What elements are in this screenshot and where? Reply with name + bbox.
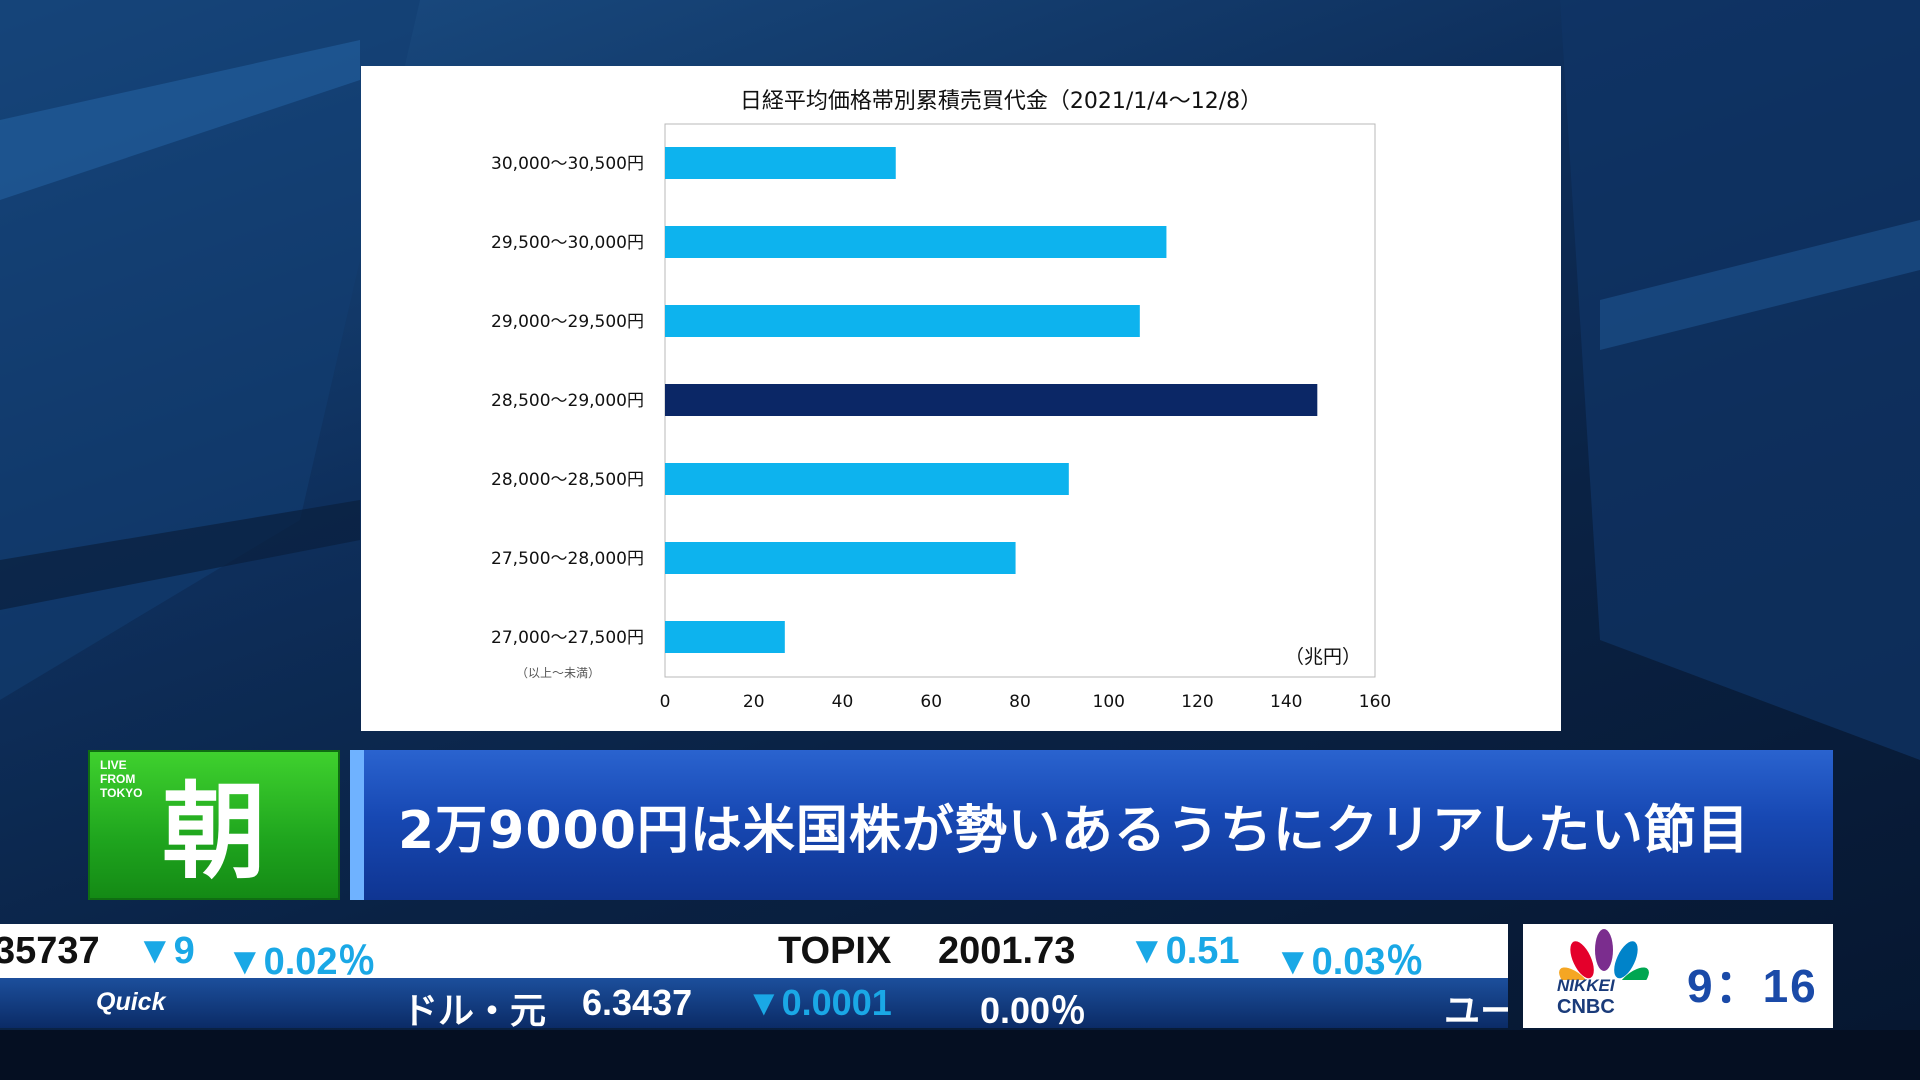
category-label-1: 29,500～30,000円 <box>491 233 644 253</box>
category-label-5: 27,500～28,000円 <box>491 549 644 569</box>
ticker-prev-pct: ▼0.02％ <box>226 941 376 978</box>
category-labels: 30,000～30,500円 29,500～30,000円 29,000～29,50… <box>491 154 644 648</box>
bar-3 <box>665 384 1318 416</box>
x-tick-7: 140 <box>1270 692 1302 712</box>
category-label-4: 28,000～28,500円 <box>491 470 644 490</box>
ticker-usdcny-change: ▼0.0001 <box>746 982 892 1023</box>
ticker-prev-value: 35737 <box>0 930 100 972</box>
category-label-3: 28,500～29,000円 <box>491 391 644 411</box>
chart-title: 日経平均価格帯別累積売買代金（2021/1/4～12/8） <box>740 89 1262 114</box>
ticker-usdcny-value: 6.3437 <box>582 982 693 1023</box>
channel-logo-box: NIKKEI CNBC 9：16 <box>1523 924 1833 1028</box>
bar-4 <box>665 463 1069 495</box>
range-note: （以上～未満） <box>516 666 600 680</box>
ticker-topix-name: TOPIX <box>778 930 892 972</box>
x-tick-4: 80 <box>1009 692 1031 712</box>
x-tick-6: 120 <box>1181 692 1213 712</box>
live-from-tokyo-text: LIVE FROM TOKYO <box>100 758 143 800</box>
ticker-topix-value: 2001.73 <box>938 930 1076 972</box>
x-tick-labels: 0 20 40 60 80 100 120 140 160 <box>660 692 1392 712</box>
ticker-usdcny-name: ドル・元 <box>402 990 547 1028</box>
chart-panel: 日経平均価格帯別累積売買代金（2021/1/4～12/8） 30,000～30,… <box>361 66 1561 731</box>
x-tick-1: 20 <box>743 692 765 712</box>
unit-label: （兆円） <box>1285 646 1361 668</box>
quick-logo: Quick <box>96 988 166 1016</box>
morning-show-badge: LIVE FROM TOKYO 朝 <box>88 750 340 900</box>
x-tick-3: 60 <box>920 692 942 712</box>
headline-text: 2万9000円は米国株が勢いあるうちにクリアしたい節目 <box>398 801 1750 861</box>
headline-bar: 2万9000円は米国株が勢いあるうちにクリアしたい節目 <box>350 750 1833 900</box>
ticker-prev-change: ▼9 <box>136 930 195 972</box>
bars-group <box>665 147 1318 653</box>
ticker-usdcny-pct: 0.00％ <box>980 990 1087 1028</box>
ticker-next-item: ユー <box>1444 990 1508 1028</box>
category-label-6: 27,000～27,500円 <box>491 628 644 648</box>
bar-6 <box>665 621 785 653</box>
bar-0 <box>665 147 896 179</box>
nikkei-wordmark: NIKKEI <box>1557 976 1615 995</box>
morning-kanji: 朝 <box>162 771 267 893</box>
clock-time: 9：16 <box>1687 960 1818 1012</box>
bar-1 <box>665 226 1167 258</box>
category-label-0: 30,000～30,500円 <box>491 154 644 174</box>
ticker-top-row: 35737 ▼9 ▼0.02％ TOPIX 2001.73 ▼0.51 ▼0.0… <box>0 924 1508 978</box>
bar-2 <box>665 305 1140 337</box>
bar-5 <box>665 542 1016 574</box>
x-tick-5: 100 <box>1093 692 1125 712</box>
peacock-icon <box>1559 929 1649 980</box>
ticker-topix-pct: ▼0.03％ <box>1274 941 1424 978</box>
category-label-2: 29,000～29,500円 <box>491 312 644 332</box>
ticker-bottom-row: Quick ドル・元 6.3437 ▼0.0001 0.00％ ユー <box>0 978 1508 1028</box>
x-tick-8: 160 <box>1359 692 1391 712</box>
cnbc-wordmark: CNBC <box>1557 996 1615 1018</box>
x-tick-2: 40 <box>832 692 854 712</box>
x-tick-0: 0 <box>660 692 671 712</box>
bar-chart: 日経平均価格帯別累積売買代金（2021/1/4～12/8） 30,000～30,… <box>491 89 1392 712</box>
ticker-topix-change: ▼0.51 <box>1128 930 1240 972</box>
